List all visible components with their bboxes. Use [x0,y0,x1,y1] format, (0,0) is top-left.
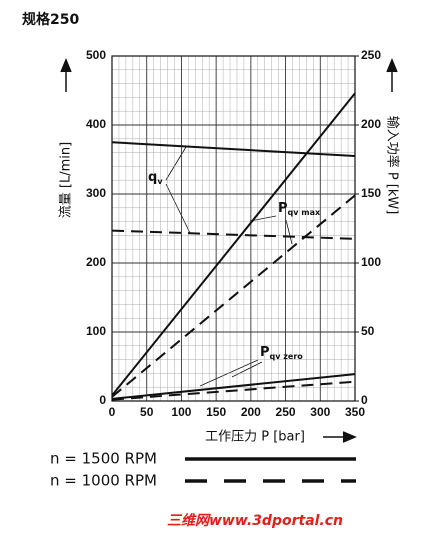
y-tick-label: 300 [86,186,106,200]
chart-title: 规格250 [22,11,79,28]
legend-label: n = 1000 RPM [50,472,157,490]
y-tick-label: 500 [86,48,106,62]
y2-axis-arrow [386,58,398,92]
x-tick-label: 50 [140,405,154,419]
annotation: qv [148,170,163,186]
x-tick-label: 300 [310,405,330,419]
series-line [111,373,356,400]
series-line [111,380,356,401]
y-tick-label: 100 [86,324,106,338]
x-axis-arrow [323,431,357,443]
annotation: Pqv zero [260,345,303,361]
plot-frame [111,55,356,402]
annotation-leaders [165,146,293,387]
watermark: 三维网www.3dportal.cn [167,512,343,529]
series-line [111,141,356,158]
y2-axis-title: 输入功率 P [kW] [385,116,401,215]
annotation-text: P [278,201,288,216]
annotation-sub: qv max [288,208,321,217]
x-axis-title: 工作压力 P [bar] [205,430,305,445]
x-tick-label: 0 [109,405,116,419]
y2-tick-label: 0 [361,393,368,407]
y-axis-arrow [60,58,72,92]
x-tick-label: 350 [345,405,365,419]
y-axis-title: 流量 [L/min] [59,142,74,218]
y2-tick-label: 50 [361,324,375,338]
x-tick-label: 150 [206,405,226,419]
annotation-text: P [260,345,270,360]
series-line [111,194,356,398]
y2-tick-label: 100 [361,255,381,269]
series-line [111,229,356,240]
series-line [111,92,356,397]
x-tick-label: 200 [241,405,261,419]
y-tick-label: 400 [86,117,106,131]
x-tick-label: 100 [171,405,191,419]
annotation-text: q [148,170,157,185]
y2-tick-label: 250 [361,48,381,62]
annotation-sub: qv zero [270,352,304,361]
x-tick-label: 250 [276,405,296,419]
annotation-sub: v [157,177,163,186]
y-tick-label: 200 [86,255,106,269]
y-tick-label: 0 [99,393,106,407]
legend-label: n = 1500 RPM [50,450,157,468]
y2-tick-label: 200 [361,117,381,131]
y2-tick-label: 150 [361,186,381,200]
annotation: Pqv max [278,201,321,217]
